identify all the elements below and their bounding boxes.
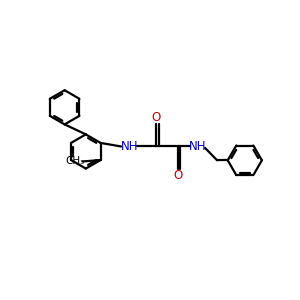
Text: O: O xyxy=(152,110,161,124)
Text: NH: NH xyxy=(121,140,138,153)
Text: CH₃: CH₃ xyxy=(65,157,85,166)
Text: NH: NH xyxy=(189,140,206,153)
Text: O: O xyxy=(173,169,182,182)
